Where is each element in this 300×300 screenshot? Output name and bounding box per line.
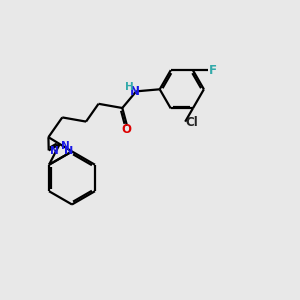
Text: N: N [130,85,140,98]
Text: N: N [50,146,58,156]
Text: O: O [122,123,132,136]
Text: F: F [209,64,217,77]
Text: Cl: Cl [185,116,198,129]
Text: H: H [125,82,134,92]
Text: N: N [64,146,73,157]
Text: N: N [61,141,69,152]
